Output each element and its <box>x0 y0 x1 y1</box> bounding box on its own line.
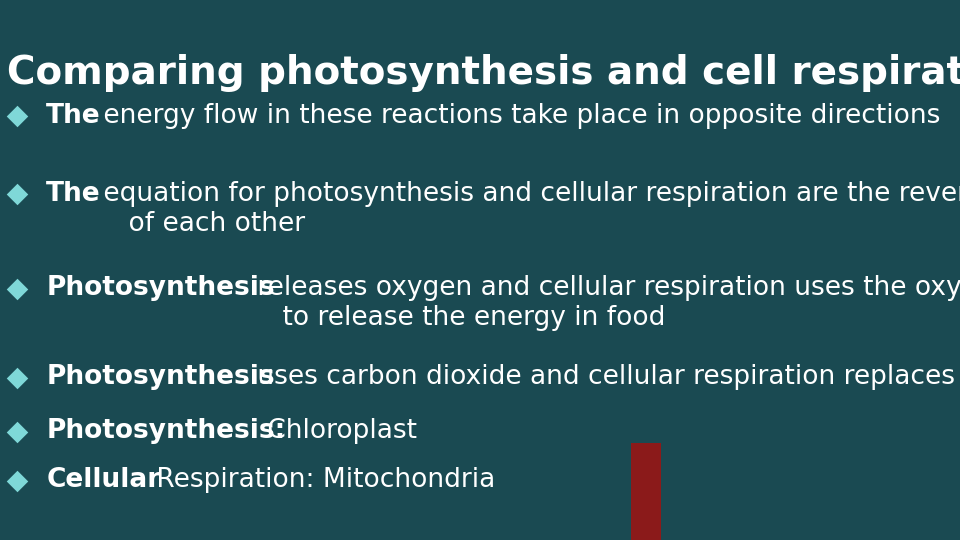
Text: Photosynthesis: Photosynthesis <box>46 275 275 301</box>
Text: Respiration: Mitochondria: Respiration: Mitochondria <box>148 467 495 493</box>
Text: Comparing photosynthesis and cell respiration: Comparing photosynthesis and cell respir… <box>7 54 960 92</box>
Text: The: The <box>46 181 101 207</box>
Text: Cellular: Cellular <box>46 467 160 493</box>
Text: energy flow in these reactions take place in opposite directions: energy flow in these reactions take plac… <box>95 103 940 129</box>
FancyBboxPatch shape <box>631 443 660 540</box>
Text: releases oxygen and cellular respiration uses the oxygen
    to release the ener: releases oxygen and cellular respiration… <box>250 275 960 332</box>
Point <box>9 285 24 293</box>
Text: equation for photosynthesis and cellular respiration are the reverse
    of each: equation for photosynthesis and cellular… <box>95 181 960 237</box>
Point <box>9 112 24 120</box>
Text: Photosynthesis:: Photosynthesis: <box>46 418 285 444</box>
Text: uses carbon dioxide and cellular respiration replaces it.: uses carbon dioxide and cellular respira… <box>250 364 960 390</box>
Point <box>9 190 24 199</box>
Text: Chloroplast: Chloroplast <box>259 418 417 444</box>
Text: Photosynthesis: Photosynthesis <box>46 364 275 390</box>
Point <box>9 374 24 382</box>
Point <box>9 428 24 436</box>
Text: The: The <box>46 103 101 129</box>
Point <box>9 476 24 485</box>
